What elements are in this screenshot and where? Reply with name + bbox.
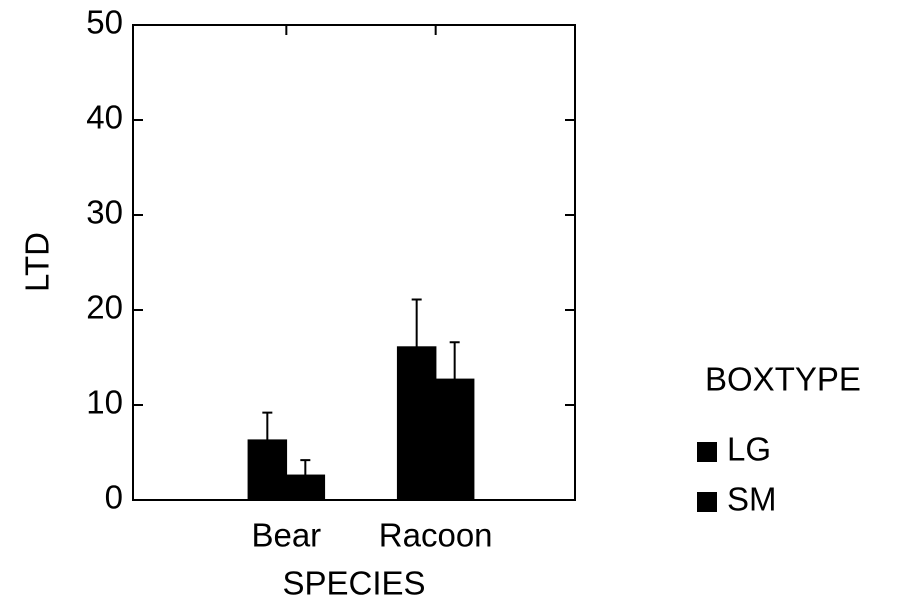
y-tick-label: 20 — [86, 289, 123, 326]
legend-label: SM — [727, 481, 777, 518]
legend-label: LG — [727, 431, 771, 468]
legend-swatch — [697, 442, 717, 462]
legend-title: BOXTYPE — [705, 361, 861, 398]
y-tick-label: 50 — [86, 4, 123, 41]
bar — [247, 439, 288, 501]
y-axis-label: LTD — [19, 232, 56, 292]
x-tick-label: Bear — [251, 517, 321, 554]
legend-swatch — [697, 492, 717, 512]
y-tick-label: 10 — [86, 384, 123, 421]
y-tick-label: 40 — [86, 99, 123, 136]
y-tick-label: 0 — [105, 479, 123, 516]
y-tick-label: 30 — [86, 194, 123, 231]
error-bar — [300, 459, 311, 476]
bar — [285, 474, 326, 501]
error-bar — [449, 341, 460, 380]
plot-frame — [132, 24, 576, 501]
x-tick-label: Racoon — [379, 517, 493, 554]
bar — [434, 378, 475, 501]
bar — [396, 346, 437, 501]
error-bar — [411, 298, 422, 348]
x-axis-label: SPECIES — [282, 565, 425, 602]
error-bar — [262, 411, 273, 441]
